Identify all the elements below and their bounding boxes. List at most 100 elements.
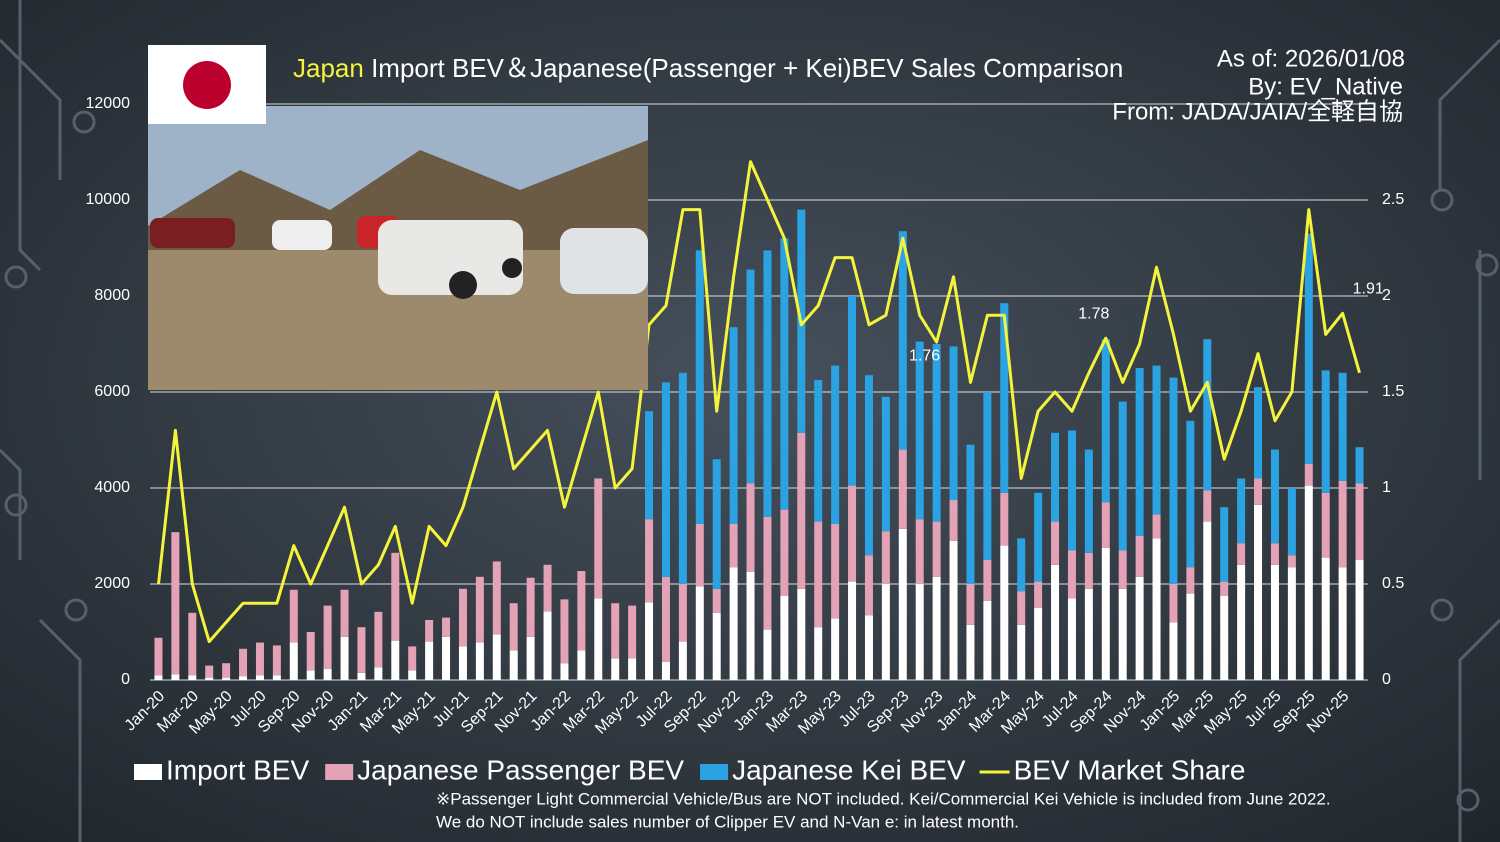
legend-label: Import BEV [166,754,309,785]
bar-segment [1287,555,1296,568]
bar-segment [983,392,992,560]
bar-segment [543,564,552,612]
bar-segment [678,641,687,680]
bar-segment [1152,365,1161,515]
chart-title: Japan Import BEV＆Japanese(Passenger + Ke… [293,53,1123,83]
y2-tick-label: 0.5 [1382,575,1404,592]
bar-segment [1270,449,1279,544]
bar-segment [1169,622,1178,680]
bar-segment [408,646,417,671]
photo [148,106,648,390]
bar-segment [1254,478,1263,505]
legend-label: Japanese Kei BEV [732,754,966,785]
source: From: JADA/JAIA/全軽自協 [1112,98,1403,125]
y2-tick-label: 1 [1382,479,1391,496]
y-tick-label: 6000 [94,383,130,400]
bar-segment [1051,564,1060,680]
bar-segment [408,670,417,680]
bar-segment [1084,588,1093,680]
legend-swatch [134,764,162,780]
legend-label: Japanese Passenger BEV [357,754,684,785]
bar-segment [391,552,400,641]
y2-tick-label: 1.5 [1382,383,1404,400]
bar-segment [966,444,975,584]
bar-segment [746,483,755,572]
bar-segment [289,589,298,643]
author: By: EV_Native [1248,73,1403,100]
bar-segment [1186,567,1195,594]
bar-segment [1034,492,1043,582]
bar-segment [255,642,264,676]
bar-segment [797,588,806,680]
bar-segment [1017,538,1026,592]
bar-segment [492,634,501,680]
data-label: 1.76 [909,347,940,364]
bar-segment [1169,377,1178,584]
bar-segment [729,524,738,568]
bar-segment [526,636,535,680]
bar-segment [1067,430,1076,551]
bar-segment [932,344,941,522]
bar-segment [171,674,180,680]
bar-segment [340,589,349,637]
bar-segment [272,645,281,676]
bar-segment [645,519,654,603]
bar-segment [1152,514,1161,539]
bar-segment [628,605,637,659]
bar-segment [780,596,789,680]
bar-segment [425,641,434,680]
bar-segment [1067,550,1076,599]
bar-segment [1084,552,1093,589]
bar-segment [1338,372,1347,481]
bar-segment [864,615,873,680]
bar-segment [171,532,180,675]
bar-segment [272,675,281,680]
bar-segment [492,561,501,635]
bar-segment [1186,420,1195,568]
bar-segment [543,611,552,680]
bar-segment [1355,447,1364,484]
bar-segment [560,663,569,680]
legend-swatch [325,764,354,780]
bar-segment [915,341,924,520]
bar-segment [1118,401,1127,551]
bar-segment [1084,449,1093,553]
bar-segment [1270,543,1279,565]
bar-segment [983,560,992,601]
bar-segment [831,524,840,619]
bar-segment [458,588,467,647]
bar-segment [1254,387,1263,479]
bar-segment [154,675,163,680]
bar-segment [814,521,823,628]
bar-segment [188,612,197,676]
bar-segment [458,646,467,680]
bar-segment [1000,545,1009,680]
bar-segment [712,612,721,680]
y2-tick-label: 2.5 [1382,191,1404,208]
bar-segment [1287,488,1296,556]
bar-segment [763,250,772,517]
bar-segment [1051,432,1060,522]
bar-segment [898,449,907,529]
bar-segment [864,375,873,556]
bar-segment [1220,596,1229,680]
bar-segment [340,636,349,680]
title-text: Import BEV＆Japanese(Passenger + Kei)BEV … [371,53,1123,83]
bar-segment [442,636,451,680]
bar-segment [1203,490,1212,522]
bar-segment [509,650,518,680]
bar-segment [661,661,670,680]
bar-segment [475,576,484,643]
bar-segment [1304,485,1313,680]
y-tick-label: 8000 [94,287,130,304]
bar-segment [1067,598,1076,680]
bar-segment [831,365,840,524]
bar-segment [848,296,857,486]
bar-segment [560,599,569,664]
bar-segment [239,676,248,680]
y-tick-label: 10000 [86,191,131,208]
bar-segment [1034,581,1043,608]
bar-segment [323,668,332,680]
y-tick-label: 12000 [86,95,131,112]
